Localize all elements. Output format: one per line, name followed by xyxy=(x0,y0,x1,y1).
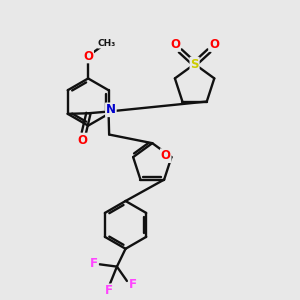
Text: F: F xyxy=(105,284,113,297)
Text: F: F xyxy=(90,257,98,270)
Text: O: O xyxy=(209,38,219,51)
Text: S: S xyxy=(190,58,199,70)
Text: N: N xyxy=(106,103,116,116)
Text: O: O xyxy=(77,134,87,146)
Text: CH₃: CH₃ xyxy=(98,39,116,48)
Text: O: O xyxy=(161,149,171,162)
Text: F: F xyxy=(129,278,137,291)
Text: O: O xyxy=(83,50,93,62)
Text: O: O xyxy=(170,38,180,51)
